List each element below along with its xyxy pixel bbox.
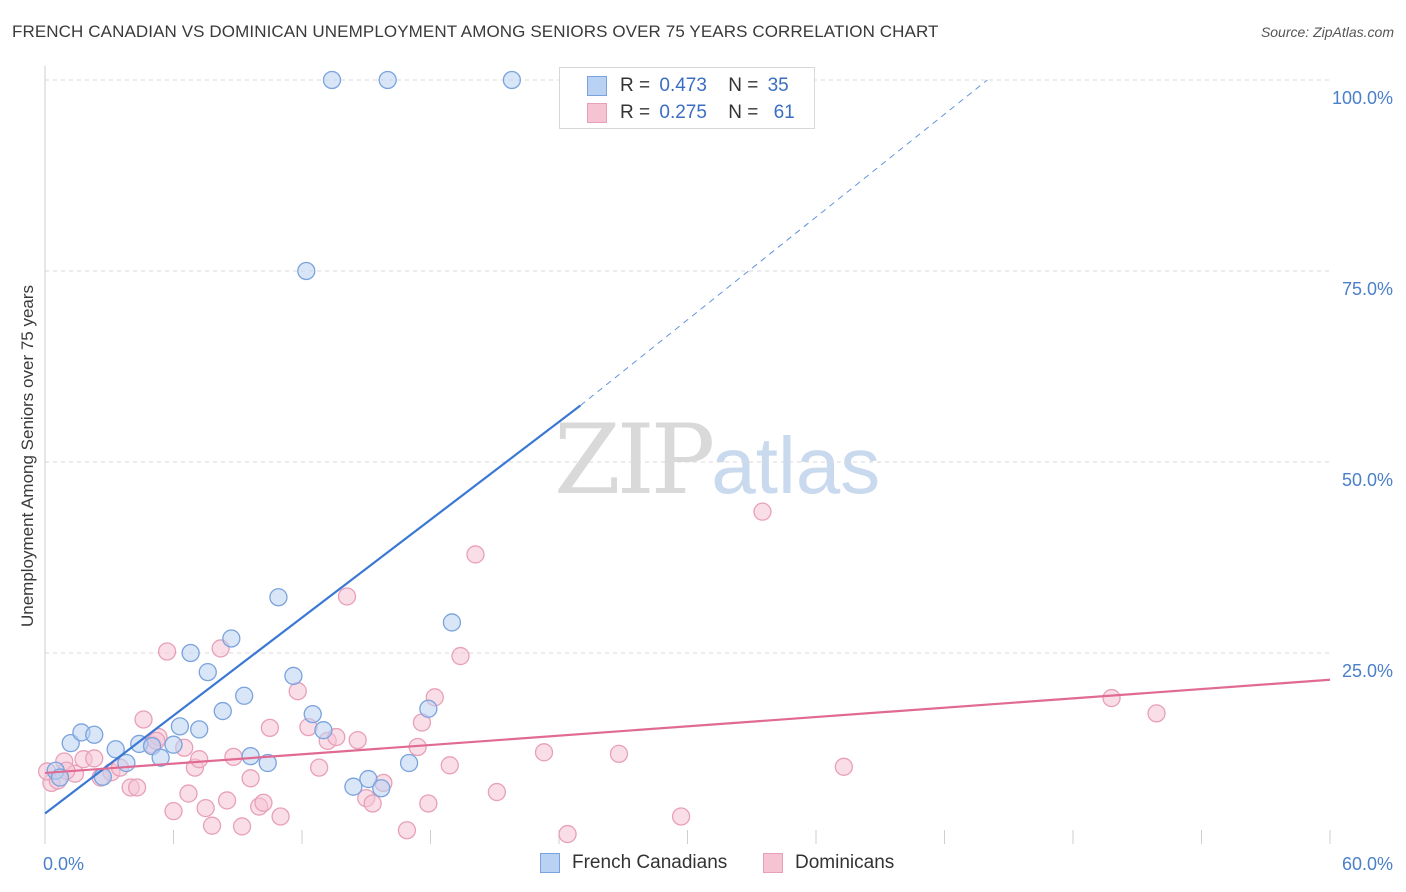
x-tick-label-max: 60.0% xyxy=(1342,854,1393,874)
french-canadians-point-16 xyxy=(213,701,232,721)
n-label: N = xyxy=(728,102,759,123)
french-canadians-point-34 xyxy=(502,70,522,90)
dominicans-point-56 xyxy=(1102,688,1121,708)
dominicans-point-46 xyxy=(440,756,459,775)
dominicans-point-53 xyxy=(671,807,691,826)
correlation-legend: R = 0.473 N = 35 R = 0.275 N = 61 xyxy=(559,67,815,129)
bottom-legend-swatch-blue xyxy=(540,853,560,873)
x-tick-label-min: 0.0% xyxy=(43,854,84,874)
dominicans-point-15 xyxy=(164,801,183,821)
dominicans-point-11 xyxy=(134,710,153,729)
french-canadians-point-18 xyxy=(235,686,254,705)
dominicans-point-48 xyxy=(466,545,485,564)
dominicans-point-19 xyxy=(190,750,209,769)
bottom-legend-swatch-pink xyxy=(763,853,783,873)
french-canadians-point-33 xyxy=(442,613,462,632)
french-canadians-point-1 xyxy=(50,768,70,787)
french-canadians-point-21 xyxy=(269,588,288,607)
french-canadians-point-10 xyxy=(151,748,170,767)
french-canadians-trend-line xyxy=(44,404,582,815)
french-canadians-point-11 xyxy=(164,735,183,754)
french-canadians-point-20 xyxy=(258,753,277,773)
french-canadians-point-27 xyxy=(344,777,363,796)
dominicans-point-44 xyxy=(419,794,438,813)
french-canadians-point-29 xyxy=(372,779,391,798)
french-canadians-point-19 xyxy=(241,746,260,766)
bottom-legend-label-dominicans: Dominicans xyxy=(795,852,895,873)
trend-lines xyxy=(44,79,1331,815)
dominicans-point-17 xyxy=(179,784,198,803)
french-canadians-point-17 xyxy=(222,629,241,648)
french-canadians-points xyxy=(46,70,522,798)
dominicans-point-57 xyxy=(1147,704,1166,723)
dominicans-point-41 xyxy=(397,821,417,840)
y-tick-label-25: 25.0% xyxy=(1342,661,1393,681)
dominicans-point-26 xyxy=(241,769,260,788)
dominicans-point-24 xyxy=(224,747,243,767)
axes xyxy=(44,66,1331,844)
dominicans-point-31 xyxy=(288,682,307,701)
dominicans-point-30 xyxy=(271,807,290,826)
n-value: 35 xyxy=(767,75,789,96)
dominicans-point-51 xyxy=(558,824,577,844)
source-credit: Source: ZipAtlas.com xyxy=(1260,24,1394,40)
legend-stats-french-canadians: R = 0.473 N = 35 xyxy=(620,75,789,97)
french-canadians-trend-extension xyxy=(580,79,988,406)
french-canadians-point-26 xyxy=(322,70,342,90)
dominicans-point-33 xyxy=(309,758,329,777)
bottom-legend-label-french-canadians: French Canadians xyxy=(572,852,728,873)
dominicans-point-20 xyxy=(196,798,215,818)
grid-lines xyxy=(45,79,1330,654)
y-axis-label: Unemployment Among Seniors over 75 years xyxy=(18,285,37,627)
french-canadians-point-24 xyxy=(303,704,322,724)
dominicans-point-5 xyxy=(85,749,104,768)
dominicans-point-49 xyxy=(487,782,507,802)
french-canadians-point-30 xyxy=(378,70,397,90)
dominicans-point-36 xyxy=(337,587,357,606)
dominicans-point-10 xyxy=(127,778,147,797)
dominicans-point-21 xyxy=(202,816,222,835)
legend-swatch-blue xyxy=(587,76,607,96)
french-canadians-point-14 xyxy=(190,720,209,739)
legend-stats-dominicans: R = 0.275 N = 61 xyxy=(620,102,795,124)
french-canadians-point-23 xyxy=(297,261,316,281)
french-canadians-point-15 xyxy=(198,662,217,682)
dominicans-point-25 xyxy=(232,817,252,836)
dominicans-point-29 xyxy=(260,718,280,738)
y-tick-label-50: 50.0% xyxy=(1342,470,1393,490)
french-canadians-point-22 xyxy=(284,666,303,686)
french-canadians-point-12 xyxy=(170,717,190,736)
dominicans-point-14 xyxy=(157,642,177,661)
dominicans-point-37 xyxy=(348,730,367,750)
french-canadians-point-13 xyxy=(181,643,200,663)
dominicans-point-23 xyxy=(217,791,237,810)
french-canadians-point-28 xyxy=(359,769,378,789)
r-value: 0.275 xyxy=(659,102,707,123)
chart-title: FRENCH CANADIAN VS DOMINICAN UNEMPLOYMEN… xyxy=(12,22,939,41)
dominicans-point-50 xyxy=(534,743,554,762)
french-canadians-point-31 xyxy=(399,753,419,773)
n-label: N = xyxy=(728,75,759,96)
n-value: 61 xyxy=(773,102,795,123)
dominicans-trend-line xyxy=(44,678,1331,775)
legend-swatch-pink xyxy=(587,103,607,123)
dominicans-point-39 xyxy=(363,794,382,813)
dominicans-point-52 xyxy=(609,744,629,763)
french-canadians-point-5 xyxy=(93,767,112,786)
dominicans-point-28 xyxy=(254,793,273,812)
y-tick-label-100: 100.0% xyxy=(1332,88,1393,108)
r-label: R = xyxy=(620,102,651,123)
french-canadians-point-6 xyxy=(106,740,125,759)
french-canadians-point-32 xyxy=(419,699,438,718)
dominicans-point-54 xyxy=(753,502,772,521)
r-label: R = xyxy=(620,75,651,96)
y-tick-label-75: 75.0% xyxy=(1342,279,1393,299)
dominicans-point-55 xyxy=(834,757,853,776)
dominicans-point-47 xyxy=(451,646,470,666)
french-canadians-point-4 xyxy=(85,725,104,744)
r-value: 0.473 xyxy=(659,75,707,96)
french-canadians-point-25 xyxy=(314,721,333,740)
tick-labels: 25.0% 50.0% 75.0% 100.0% 0.0% 60.0% xyxy=(43,88,1393,874)
